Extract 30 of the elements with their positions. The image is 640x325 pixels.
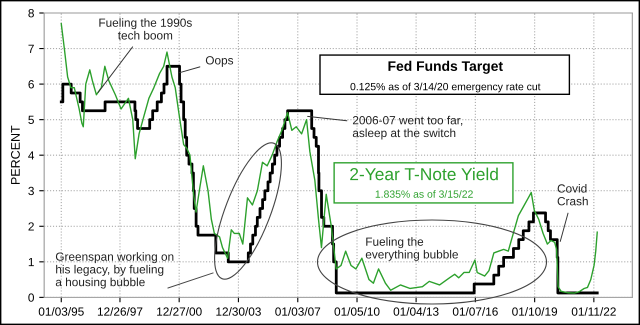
y-tick-label: 8 [28, 9, 34, 18]
text: Fed Funds Target [388, 60, 503, 74]
y-tick-label: 5 [28, 116, 34, 124]
series-label: 2-Year T-Note Yield [350, 168, 498, 180]
annotation: 2006-07 went too far, asleep at the switch [352, 116, 462, 140]
y-tick-label: 1 [28, 258, 34, 266]
x-tick-label: 01/03/95 [38, 307, 84, 316]
annotation: Fueling the everything bubble [366, 237, 458, 261]
annotation: Greenspan working on his legacy, by fueling a housing bubble [56, 252, 174, 289]
x-tick-label: 01/05/10 [334, 307, 380, 316]
y-tick-label: 0 [28, 293, 34, 302]
x-tick-label: 01/10/19 [512, 307, 558, 316]
annotation: Covid Crash [558, 184, 588, 206]
x-tick-label: 12/30/03 [216, 307, 261, 316]
x-tick-label: 01/07/16 [452, 307, 498, 316]
y-tick-label: 7 [28, 44, 34, 53]
x-tick-label: 12/26/97 [98, 307, 142, 316]
y-axis-title: PERCENT [10, 126, 20, 184]
y-tick-label: 4 [28, 151, 34, 160]
x-tick-label: 01/04/13 [394, 307, 439, 316]
annotation: 1.835% as of 3/15/22 [376, 190, 473, 198]
annotation: 0.125% as of 3/14/20 emergency rate cut [350, 82, 540, 92]
y-tick-label: 3 [28, 186, 34, 196]
annotation: Oops [206, 56, 234, 67]
annotation: Fueling the 1990s tech boom [99, 18, 192, 40]
y-tick-label: 6 [28, 80, 34, 88]
x-tick-label: 01/03/07 [275, 307, 320, 316]
x-tick-label: 01/11/22 [572, 307, 616, 316]
y-tick-label: 2 [28, 222, 34, 231]
x-tick-label: 12/27/00 [157, 307, 202, 316]
